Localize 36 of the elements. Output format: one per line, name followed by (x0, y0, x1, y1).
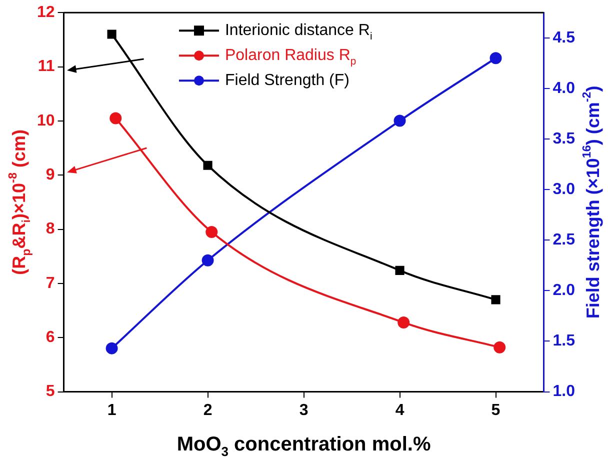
point (202, 254, 214, 266)
point (203, 160, 212, 170)
y-axis-title: (Rp&Ri)×10-8 (cm) (6, 130, 34, 275)
point (206, 226, 218, 238)
x-tick-label: 1 (107, 402, 116, 419)
y2-tick-label: 2.0 (552, 282, 576, 300)
legend-label: Field Strength (F) (224, 72, 350, 90)
y-tick-label: 11 (38, 58, 55, 76)
y2-tick-label: 4.5 (552, 29, 576, 46)
y-tick-label: 8 (46, 220, 55, 238)
point (110, 112, 122, 124)
y2-axis-title: Field strength (×1016) (cm-2) (580, 86, 603, 319)
y-tick-label: 10 (37, 112, 55, 130)
point (107, 30, 116, 39)
y2-tick-label: 1.0 (552, 383, 576, 400)
point (395, 266, 404, 275)
point (398, 316, 410, 328)
y-tick-label: 5 (46, 383, 55, 400)
x-tick-label: 5 (491, 402, 500, 419)
y2-tick-label: 1.5 (552, 332, 576, 350)
y-tick-label: 7 (46, 274, 55, 292)
y2-tick-label: 3.5 (552, 130, 576, 148)
y2-tick-label: 2.5 (552, 232, 576, 249)
x-tick-label: 4 (395, 402, 404, 419)
y2-tick-label: 4.0 (552, 80, 576, 97)
point (491, 295, 500, 304)
y2-tick-label: 3.0 (552, 180, 576, 198)
point (494, 341, 506, 354)
y-tick-label: 6 (46, 329, 55, 346)
x-tick-label: 2 (203, 402, 212, 419)
y-tick-label: 9 (46, 166, 55, 184)
point (490, 52, 502, 64)
y-tick-label: 12 (37, 4, 55, 22)
point (106, 342, 118, 354)
x-tick-label: 3 (299, 402, 308, 419)
point (394, 114, 406, 127)
